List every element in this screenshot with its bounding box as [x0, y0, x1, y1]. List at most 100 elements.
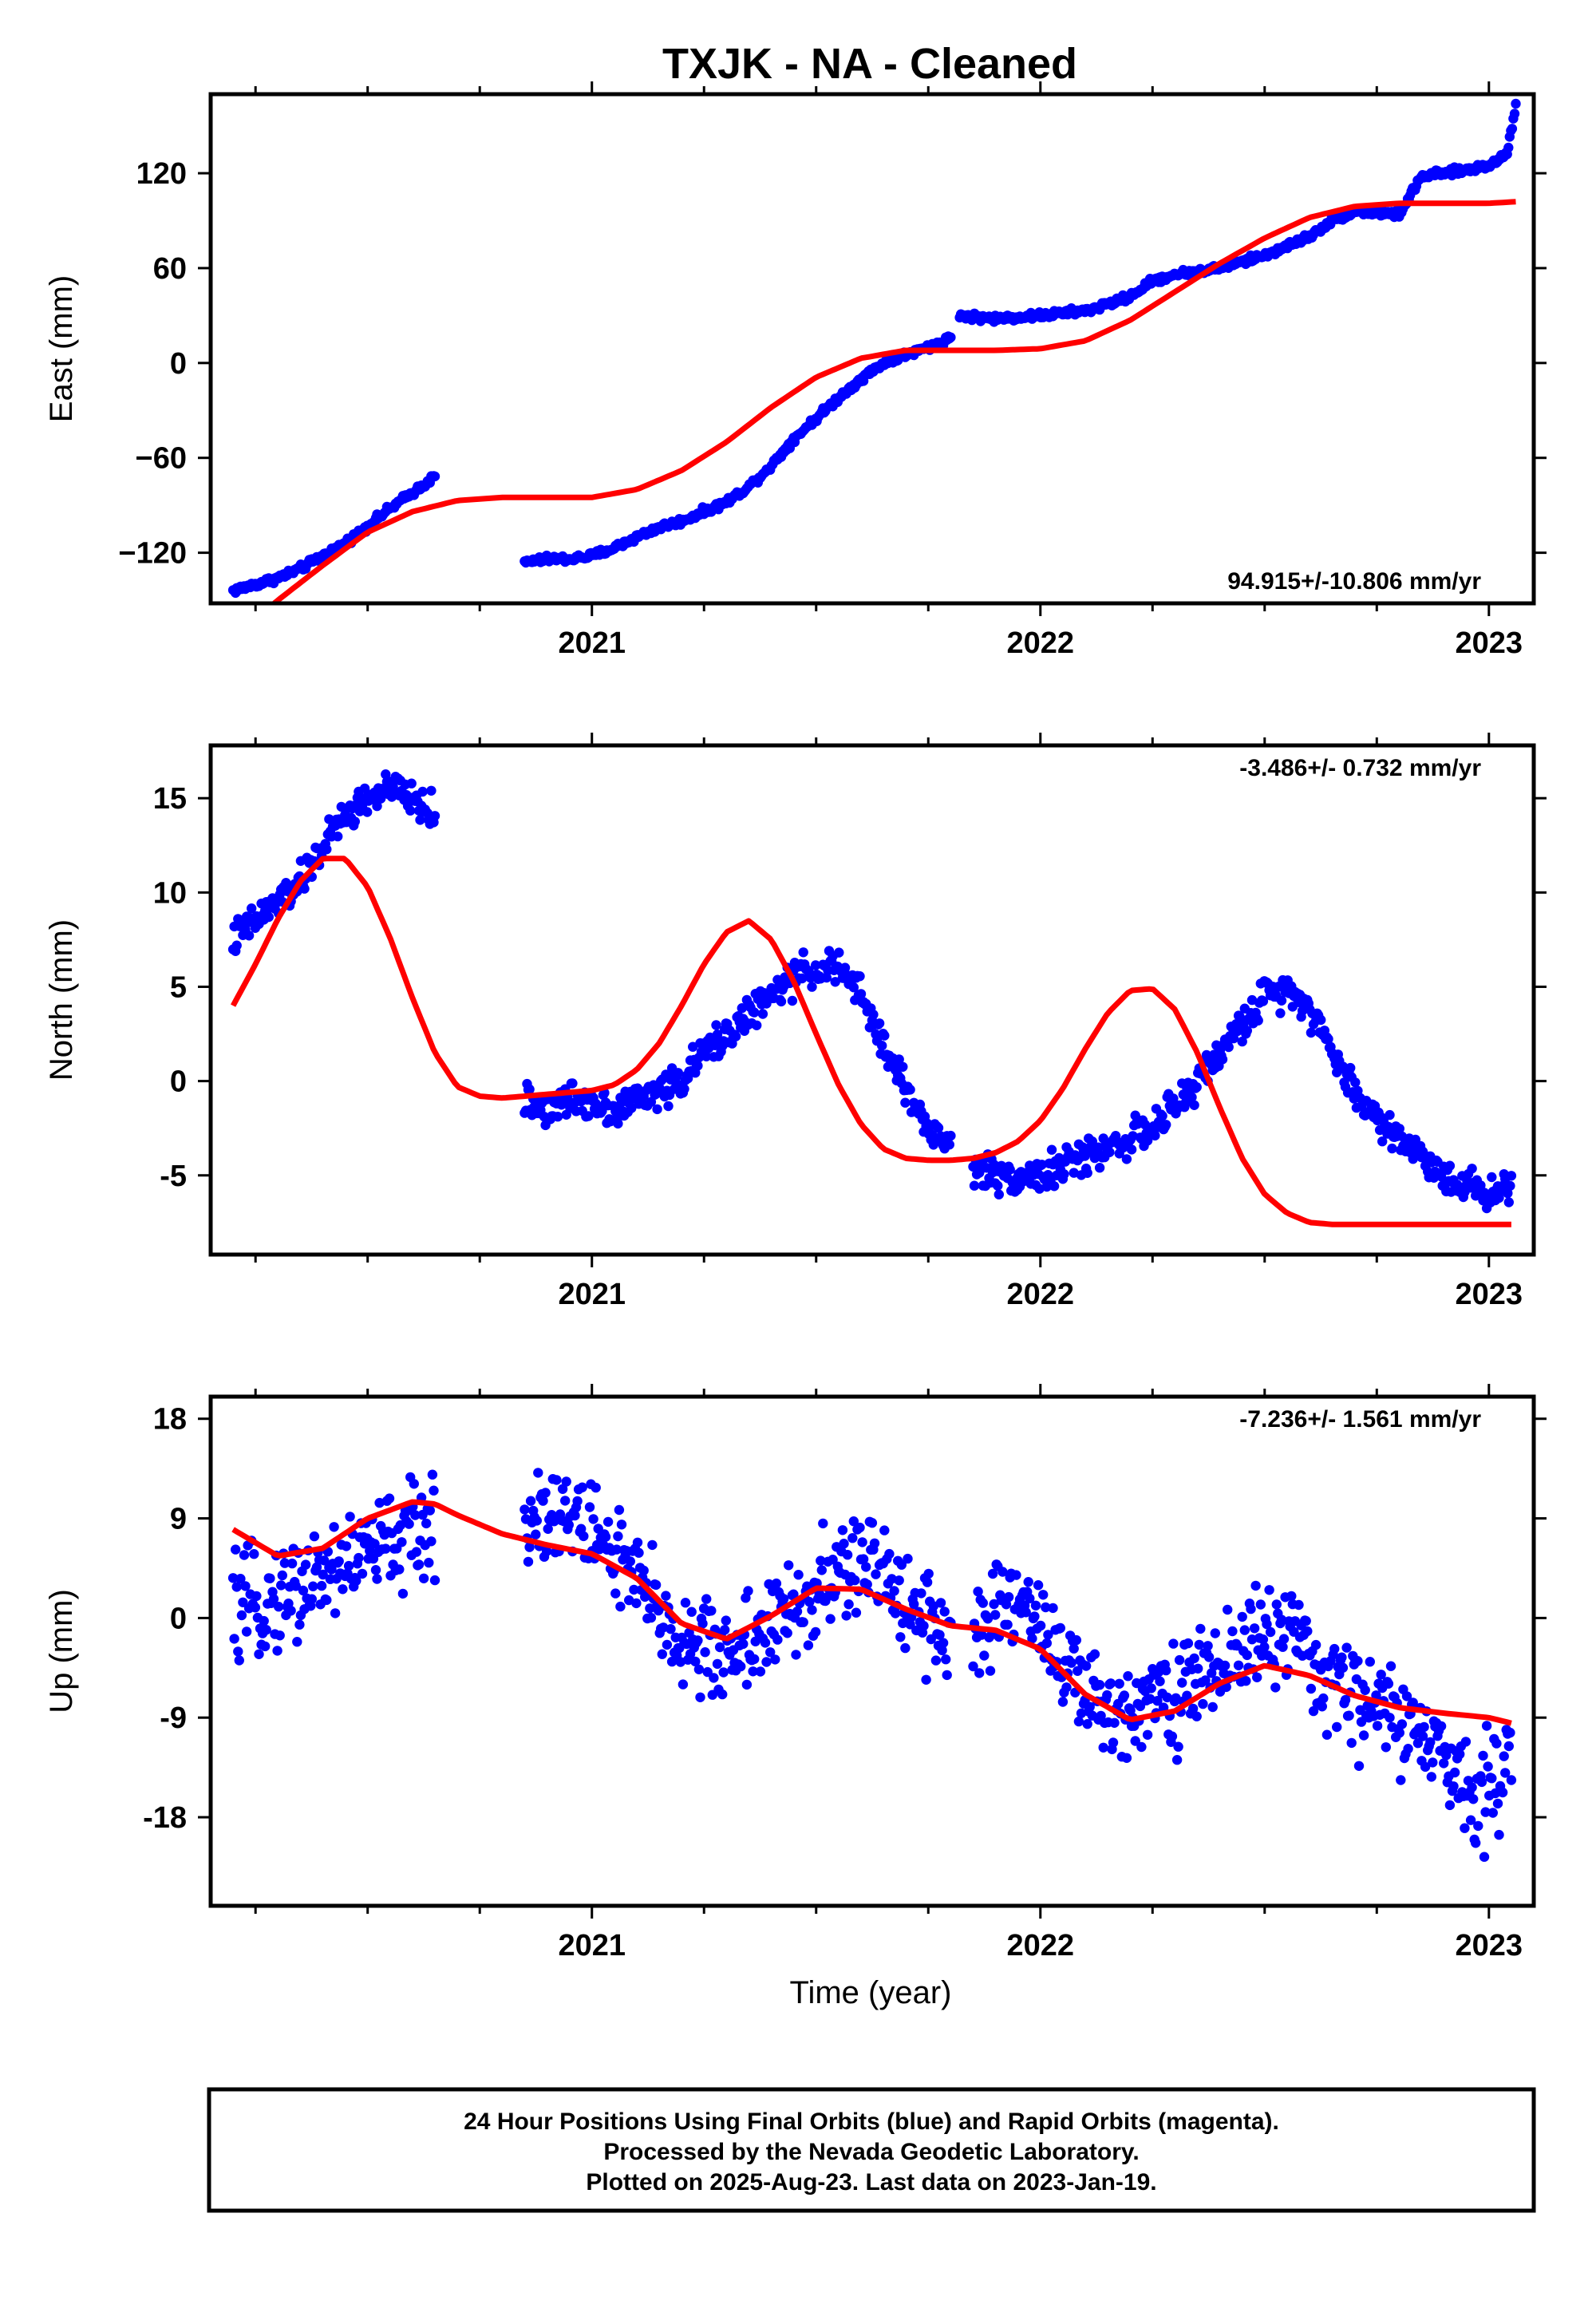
- data-point: [1371, 1690, 1381, 1701]
- data-point: [900, 1642, 911, 1654]
- data-point: [309, 1531, 320, 1542]
- data-point: [1302, 1626, 1313, 1637]
- plot-frame: [208, 743, 1536, 1257]
- data-point: [1419, 1721, 1429, 1733]
- data-point: [1089, 1649, 1100, 1659]
- y-tick-label: -18: [143, 1801, 187, 1835]
- data-point: [1241, 1676, 1251, 1686]
- data-point: [874, 1018, 885, 1029]
- data-point: [1358, 1730, 1369, 1741]
- data-point: [1002, 1619, 1013, 1630]
- data-point: [306, 1594, 317, 1604]
- data-point: [519, 1504, 530, 1515]
- data-point: [1444, 1160, 1456, 1171]
- data-point: [1506, 1775, 1517, 1785]
- x-tick-label: 2021: [558, 626, 626, 660]
- data-point: [706, 1606, 717, 1616]
- data-point: [602, 1516, 614, 1528]
- data-point: [749, 1007, 760, 1018]
- data-point: [1385, 1661, 1396, 1671]
- data-point: [1057, 1697, 1069, 1707]
- data-point: [877, 1041, 887, 1051]
- data-point: [738, 1638, 749, 1650]
- data-point: [1174, 1654, 1185, 1666]
- data-point: [1506, 1171, 1517, 1181]
- data-point: [1270, 1682, 1281, 1693]
- data-point: [1223, 1604, 1233, 1615]
- data-point: [1104, 1147, 1115, 1158]
- data-point: [1258, 1634, 1269, 1645]
- data-point: [1385, 1109, 1395, 1120]
- data-point: [718, 1667, 729, 1678]
- data-point: [543, 1524, 553, 1535]
- data-point: [690, 1656, 701, 1667]
- data-point: [322, 844, 332, 855]
- data-point: [1080, 1661, 1092, 1671]
- x-tick-label: 2023: [1456, 626, 1523, 660]
- data-point: [1471, 1838, 1481, 1848]
- data-point: [1507, 124, 1518, 134]
- y-tick-label: 0: [170, 347, 187, 381]
- data-point: [1465, 1815, 1476, 1825]
- plot-frame: [208, 92, 1536, 606]
- data-point: [338, 1584, 348, 1595]
- data-point: [1189, 1100, 1199, 1111]
- data-point: [1473, 1820, 1483, 1832]
- data-point: [427, 1469, 438, 1480]
- data-point: [663, 1101, 674, 1112]
- data-point: [1237, 1036, 1247, 1047]
- data-point: [807, 1605, 817, 1615]
- data-point: [862, 1579, 872, 1590]
- data-point: [1317, 1701, 1328, 1712]
- data-point: [1173, 1741, 1183, 1752]
- data-point: [990, 1610, 1001, 1620]
- data-point: [1436, 1721, 1447, 1732]
- data-point: [1223, 1041, 1234, 1053]
- data-point: [1412, 1738, 1424, 1749]
- data-point: [638, 1565, 649, 1576]
- data-point: [1041, 1638, 1053, 1649]
- data-point: [741, 1679, 753, 1690]
- data-point: [1377, 1136, 1388, 1147]
- data-point: [1337, 1652, 1347, 1662]
- data-point: [680, 1598, 691, 1608]
- data-point: [1187, 1092, 1197, 1103]
- data-point: [871, 1569, 881, 1579]
- data-point: [693, 1061, 703, 1071]
- data-point: [409, 1479, 419, 1489]
- data-point: [415, 815, 425, 825]
- data-point: [884, 1548, 895, 1559]
- y-tick-label: 0: [170, 1065, 187, 1099]
- data-point: [869, 1538, 880, 1549]
- data-point: [1227, 1626, 1238, 1637]
- data-point: [1168, 1638, 1179, 1649]
- data-point: [1098, 1742, 1108, 1753]
- data-point: [1497, 1787, 1508, 1798]
- plot-area-east: [227, 98, 1521, 603]
- y-tick-label: 10: [153, 876, 187, 910]
- data-point: [987, 1568, 998, 1579]
- data-point: [625, 1556, 635, 1567]
- data-point: [792, 1607, 803, 1617]
- data-point: [1105, 1678, 1116, 1689]
- data-point: [1394, 1124, 1405, 1134]
- data-point: [429, 811, 440, 821]
- data-point: [370, 1565, 381, 1575]
- data-point: [816, 1565, 827, 1575]
- data-point: [1258, 996, 1269, 1006]
- data-point: [647, 1539, 658, 1551]
- data-point: [1376, 1670, 1386, 1680]
- data-point: [275, 1630, 285, 1641]
- data-point: [1276, 1614, 1287, 1625]
- data-point: [760, 1638, 771, 1648]
- data-point: [851, 1607, 862, 1618]
- data-point: [797, 973, 808, 984]
- panel-up: 2021 2022 2023 -18 -9 0 9 18 Up (mm) -7.236+/- 1.…: [44, 1384, 1547, 1962]
- data-point: [1046, 1144, 1057, 1155]
- data-point: [657, 1649, 667, 1659]
- data-point: [679, 1084, 689, 1094]
- data-point: [765, 1647, 776, 1658]
- data-point: [424, 1557, 434, 1568]
- data-point: [977, 1630, 987, 1640]
- data-point: [329, 1522, 339, 1532]
